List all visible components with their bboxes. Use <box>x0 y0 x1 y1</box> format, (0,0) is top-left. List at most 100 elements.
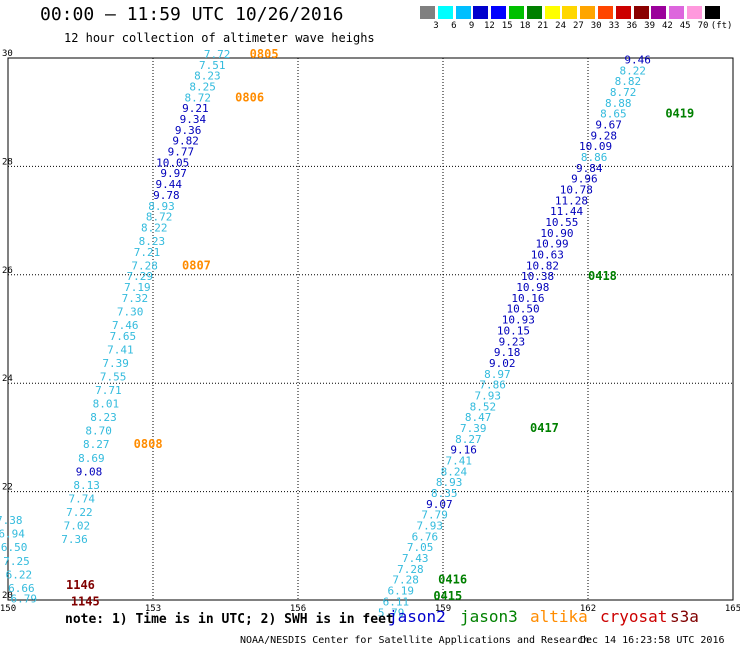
wave-height-label: 7.41 <box>446 455 473 468</box>
wave-height-label: 5.79 <box>378 606 405 619</box>
wave-height-label: 9.02 <box>489 357 516 370</box>
wave-height-label: 10.93 <box>502 314 535 327</box>
wave-height-label: 9.28 <box>591 129 618 142</box>
x-tick-label: 162 <box>580 604 596 614</box>
wave-height-label: 10.90 <box>540 227 573 240</box>
wave-height-label: 7.25 <box>3 555 30 568</box>
satellite-name: jason3 <box>460 607 518 626</box>
wave-height-label: 10.63 <box>531 249 564 262</box>
wave-height-label: 8.72 <box>185 91 212 104</box>
wave-height-label: 7.32 <box>122 292 149 305</box>
wave-height-label: 10.09 <box>579 140 612 153</box>
wave-height-label: 8.27 <box>83 438 110 451</box>
wave-height-label: 8.52 <box>470 400 497 413</box>
legend-swatch <box>615 6 631 19</box>
y-tick-label: 22 <box>2 483 13 493</box>
wave-height-label: 9.08 <box>76 465 103 478</box>
pass-time-label: 1146 <box>66 578 95 592</box>
wave-height-label: 6.22 <box>6 568 33 581</box>
wave-height-label: 7.38 <box>0 514 23 527</box>
wave-height-label: 6.76 <box>412 530 439 543</box>
wave-height-label: 6.19 <box>388 585 415 598</box>
legend-label: 9 <box>468 21 475 31</box>
legend-swatch <box>437 6 453 19</box>
wave-height-label: 7.36 <box>61 533 88 546</box>
wave-height-label: 7.02 <box>64 520 91 533</box>
pass-time-label: 0808 <box>134 437 163 451</box>
wave-height-label: 8.13 <box>73 479 100 492</box>
y-tick-label: 28 <box>2 157 13 167</box>
wave-height-label: 7.43 <box>402 552 429 565</box>
legend-label: 30 <box>590 21 602 31</box>
y-tick-label: 26 <box>2 266 13 276</box>
footer-timestamp: Dec 14 16:23:58 UTC 2016 <box>580 635 725 646</box>
wave-height-label: 9.96 <box>571 173 598 186</box>
pass-time-label: 0419 <box>665 107 694 121</box>
legend-swatch <box>598 6 613 19</box>
wave-height-label: 10.99 <box>536 238 569 251</box>
legend-label: 36 <box>626 21 638 31</box>
wave-height-label: 9.67 <box>595 118 622 131</box>
wave-height-label: 10.05 <box>156 156 189 169</box>
wave-height-label: 6.11 <box>383 595 410 608</box>
y-tick-label: 20 <box>2 591 13 601</box>
satellite-name: jason2 <box>388 607 446 626</box>
pass-time-label: 0805 <box>250 47 279 61</box>
wave-height-label: 7.28 <box>392 574 419 587</box>
legend-swatch <box>526 6 542 19</box>
wave-height-label: 7.28 <box>131 259 158 272</box>
wave-height-label: 7.93 <box>417 520 444 533</box>
legend-label: 6 <box>451 21 457 31</box>
wave-height-label: 9.82 <box>172 135 199 148</box>
wave-height-label: 7.22 <box>66 506 93 519</box>
legend-label: 33 <box>608 21 620 31</box>
y-tick-label: 30 <box>2 49 13 59</box>
wave-height-label: 8.23 <box>194 70 221 83</box>
wave-height-label: 7.05 <box>407 541 434 554</box>
wave-height-label: 8.86 <box>581 151 608 164</box>
legend-swatch <box>704 6 720 19</box>
wave-height-label: 8.93 <box>148 200 175 213</box>
wave-height-label: 9.18 <box>494 346 521 359</box>
wave-height-label: 8.27 <box>455 433 482 446</box>
wave-height-label: 8.70 <box>85 425 112 438</box>
wave-height-label: 7.39 <box>102 357 129 370</box>
x-tick-label: 165 <box>725 604 740 614</box>
y-tick-label: 24 <box>2 374 13 384</box>
wave-height-label: 8.25 <box>189 81 216 94</box>
wave-height-label: 9.84 <box>576 162 603 175</box>
legend-label: 12 <box>483 21 495 31</box>
legend-label: 27 <box>572 21 584 31</box>
wave-height-label: 7.30 <box>117 305 144 318</box>
wave-height-label: 9.07 <box>426 498 453 511</box>
legend-swatch <box>491 6 507 19</box>
wave-height-label: 7.79 <box>421 509 448 522</box>
pass-time-label: 0415 <box>433 589 462 603</box>
wave-height-label: 9.77 <box>168 146 195 159</box>
wave-height-label: 9.44 <box>156 178 183 191</box>
wave-height-label: 6.79 <box>11 593 38 606</box>
pass-time-label: 0417 <box>530 421 559 435</box>
wave-height-label: 7.72 <box>204 48 231 61</box>
wave-height-label: 8.65 <box>600 108 627 121</box>
wave-height-label: 8.93 <box>436 476 463 489</box>
wave-height-label: 8.72 <box>610 86 637 99</box>
satellite-name: cryosat <box>600 607 668 626</box>
wave-height-label: 8.23 <box>139 235 166 248</box>
legend-swatch <box>687 6 702 19</box>
wave-height-label: 9.23 <box>499 335 526 348</box>
wave-height-label: 10.78 <box>560 184 593 197</box>
wave-height-label: 11.28 <box>555 194 588 207</box>
legend-label: 39 <box>644 21 656 31</box>
wave-height-label: 8.97 <box>484 368 511 381</box>
pass-time-label: 0807 <box>182 258 211 272</box>
wave-height-label: 8.23 <box>90 411 117 424</box>
wave-height-label: 7.65 <box>110 330 137 343</box>
legend-swatch <box>544 6 560 19</box>
legend-label: 70 <box>697 21 709 31</box>
wave-height-label: 8.24 <box>441 465 468 478</box>
wave-height-label: 9.21 <box>182 102 209 115</box>
wave-height-label: 8.01 <box>93 398 120 411</box>
wave-height-label: 6.94 <box>0 528 25 541</box>
